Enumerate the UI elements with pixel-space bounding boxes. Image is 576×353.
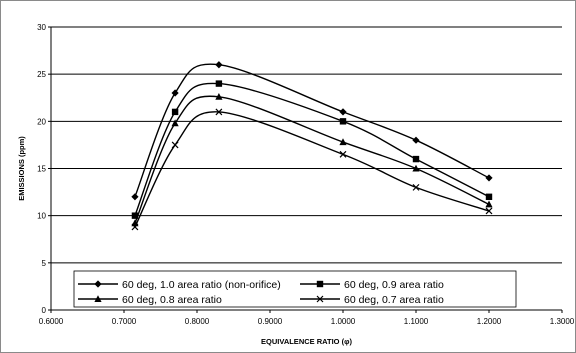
legend-marker-4: [316, 295, 324, 303]
x-axis-title: EQUIVALENCE RATIO (φ): [261, 337, 352, 346]
data-point-s4-5: [412, 183, 420, 191]
series-2: [131, 80, 493, 219]
data-point-s3-5: [412, 164, 420, 172]
data-point-s3-4: [339, 138, 347, 146]
y-tick-label-3: 15: [37, 165, 46, 174]
legend-label-4: 60 deg, 0.7 area ratio: [344, 294, 444, 306]
series-line-4: [134, 111, 490, 228]
x-tick-label-4: 1.0000: [331, 317, 356, 326]
y-tick-label-1: 5: [42, 259, 47, 268]
legend-entry-1: 60 deg, 1.0 area ratio (non-orifice): [78, 279, 281, 291]
legend-label-2: 60 deg, 0.9 area ratio: [344, 279, 444, 291]
data-point-s1-6: [485, 174, 493, 182]
data-point-s3-3: [215, 93, 223, 100]
series-lines: [131, 61, 493, 231]
data-point-s2-5: [412, 155, 420, 163]
data-point-s1-5: [412, 136, 420, 144]
y-tick-labels: 0 5 10 15 20 25 30: [37, 23, 51, 315]
legend-marker-2: [316, 280, 324, 288]
data-point-s4-4: [339, 150, 347, 158]
x-tick-labels: 0.6000 0.7000 0.8000 0.9000 1.0000 1.1000 1.20…: [39, 310, 575, 326]
data-point-s4-2: [171, 141, 179, 149]
data-point-s4-3: [215, 108, 223, 116]
x-tick-label-1: 0.7000: [112, 317, 137, 326]
data-point-s2-4: [339, 118, 347, 125]
series-1: [131, 61, 493, 201]
data-point-s1-2: [171, 89, 179, 97]
data-point-s3-2: [171, 119, 179, 127]
series-line-2: [134, 82, 490, 216]
legend-marker-3: [94, 295, 102, 302]
series-line-1: [134, 63, 490, 198]
y-tick-label-0: 0: [42, 306, 47, 315]
x-tick-label-7: 1.3000: [550, 317, 575, 326]
data-point-s3-6: [485, 200, 493, 208]
legend-box: [73, 270, 517, 308]
x-tick-label-2: 0.8000: [185, 317, 210, 326]
series-line-3: [134, 95, 490, 224]
y-tick-label-6: 30: [37, 23, 46, 32]
legend-label-1: 60 deg, 1.0 area ratio (non-orifice): [122, 279, 281, 291]
legend-entry-3: 60 deg, 0.8 area ratio: [78, 294, 222, 306]
y-tick-label-2: 10: [37, 212, 46, 221]
legend-label-3: 60 deg, 0.8 area ratio: [122, 294, 222, 306]
data-point-s4-1: [131, 223, 139, 231]
x-tick-label-5: 1.1000: [404, 317, 429, 326]
data-point-s2-2: [171, 108, 179, 116]
y-tick-label-5: 25: [37, 70, 46, 79]
data-point-s1-1: [131, 193, 139, 201]
legend: 60 deg, 1.0 area ratio (non-orifice) 60 d…: [78, 279, 444, 306]
data-point-s2-3: [215, 80, 223, 87]
y-axis-title: EMISSIONS (ppm): [17, 136, 26, 201]
legend-entry-2: 60 deg, 0.9 area ratio: [300, 279, 444, 291]
x-tick-label-0: 0.6000: [39, 317, 64, 326]
legend-entry-4: 60 deg, 0.7 area ratio: [300, 294, 444, 306]
x-tick-label-3: 0.9000: [258, 317, 283, 326]
data-point-s4-6: [485, 207, 493, 215]
series-4: [131, 108, 493, 231]
data-point-s2-6: [485, 193, 493, 200]
data-point-s2-1: [131, 212, 139, 219]
x-tick-label-6: 1.2000: [477, 317, 502, 326]
data-point-s1-3: [215, 61, 223, 69]
y-tick-label-4: 20: [37, 117, 46, 126]
data-point-s1-4: [339, 108, 347, 116]
legend-marker-1: [94, 280, 102, 288]
